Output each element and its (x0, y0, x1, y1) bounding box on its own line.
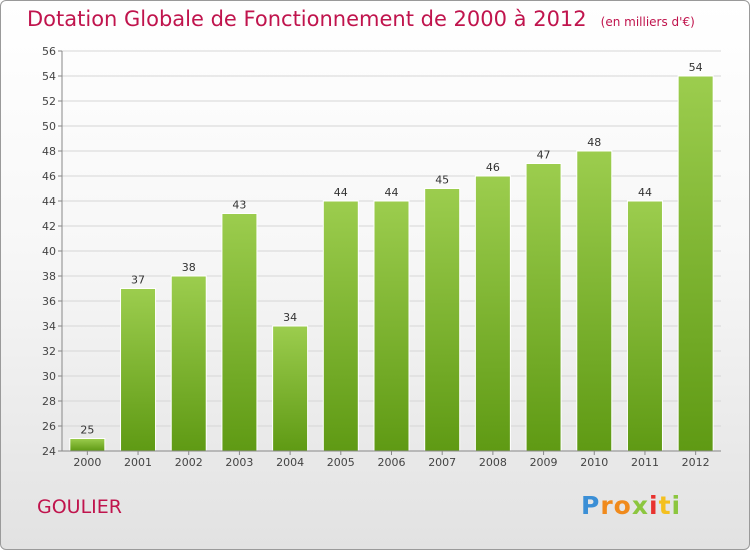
y-tick-label: 50 (42, 120, 56, 133)
x-tick-label: 2011 (631, 456, 659, 469)
data-label: 48 (587, 136, 601, 149)
bar (322, 200, 359, 452)
y-tick-label: 52 (42, 95, 56, 108)
y-tick-label: 36 (42, 295, 56, 308)
bar (474, 175, 511, 452)
y-tick-label: 28 (42, 395, 56, 408)
x-tick-label: 2012 (682, 456, 710, 469)
y-tick-label: 44 (42, 195, 56, 208)
y-tick-label: 34 (42, 320, 56, 333)
y-tick-label: 48 (42, 145, 56, 158)
y-tick-label: 42 (42, 220, 56, 233)
bar (69, 438, 106, 452)
data-label: 47 (537, 149, 551, 162)
x-tick-label: 2006 (378, 456, 406, 469)
data-label: 45 (435, 174, 449, 187)
bar (221, 213, 258, 452)
data-label: 44 (638, 186, 652, 199)
bar (272, 325, 309, 452)
bar (170, 275, 207, 452)
x-tick-label: 2005 (327, 456, 355, 469)
logo-letter: r (600, 491, 614, 520)
data-label: 38 (182, 261, 196, 274)
data-label: 54 (689, 61, 703, 74)
bar (576, 150, 613, 452)
bar (373, 200, 410, 452)
x-tick-label: 2007 (428, 456, 456, 469)
logo-letter: i (649, 491, 659, 520)
chart-title-text: Dotation Globale de Fonctionnement de 20… (27, 7, 587, 31)
data-label: 44 (334, 186, 348, 199)
x-tick-label: 2009 (530, 456, 558, 469)
labels: 24 26 28 30 32 34 36 38 40 42 44 46 48 50 52 54 56 25 2000… (42, 45, 710, 469)
proxiti-logo[interactable]: Proxiti (581, 491, 681, 520)
x-tick-label: 2000 (73, 456, 101, 469)
y-tick-label: 30 (42, 370, 56, 383)
y-tick-label: 24 (42, 445, 56, 458)
bar (677, 75, 714, 452)
x-tick-label: 2010 (580, 456, 608, 469)
logo-letter: P (581, 491, 601, 520)
data-label: 34 (283, 311, 297, 324)
logo-letter: o (613, 491, 632, 520)
y-tick-label: 32 (42, 345, 56, 358)
data-label: 37 (131, 274, 145, 287)
chart-title: Dotation Globale de Fonctionnement de 20… (27, 7, 695, 31)
bar (424, 188, 461, 452)
data-label: 46 (486, 161, 500, 174)
x-tick-label: 2004 (276, 456, 304, 469)
logo-letter: x (631, 491, 649, 520)
y-tick-label: 26 (42, 420, 56, 433)
bar (626, 200, 663, 452)
y-tick-label: 46 (42, 170, 56, 183)
y-tick-label: 40 (42, 245, 56, 258)
x-tick-label: 2008 (479, 456, 507, 469)
data-label: 43 (232, 199, 246, 212)
y-tick-label: 38 (42, 270, 56, 283)
y-tick-label: 54 (42, 70, 56, 83)
x-tick-label: 2003 (225, 456, 253, 469)
data-label: 25 (80, 424, 94, 437)
bar (525, 163, 562, 452)
logo-letter: t (658, 491, 672, 520)
y-tick-label: 56 (42, 45, 56, 58)
x-tick-label: 2002 (175, 456, 203, 469)
commune-name: GOULIER (37, 496, 122, 518)
x-tick-label: 2001 (124, 456, 152, 469)
chart-unit-label: (en milliers d'€) (600, 15, 695, 29)
logo-letter: i (671, 491, 682, 520)
bars (69, 75, 714, 452)
data-label: 44 (385, 186, 399, 199)
bar (120, 288, 157, 452)
axes (58, 50, 721, 455)
